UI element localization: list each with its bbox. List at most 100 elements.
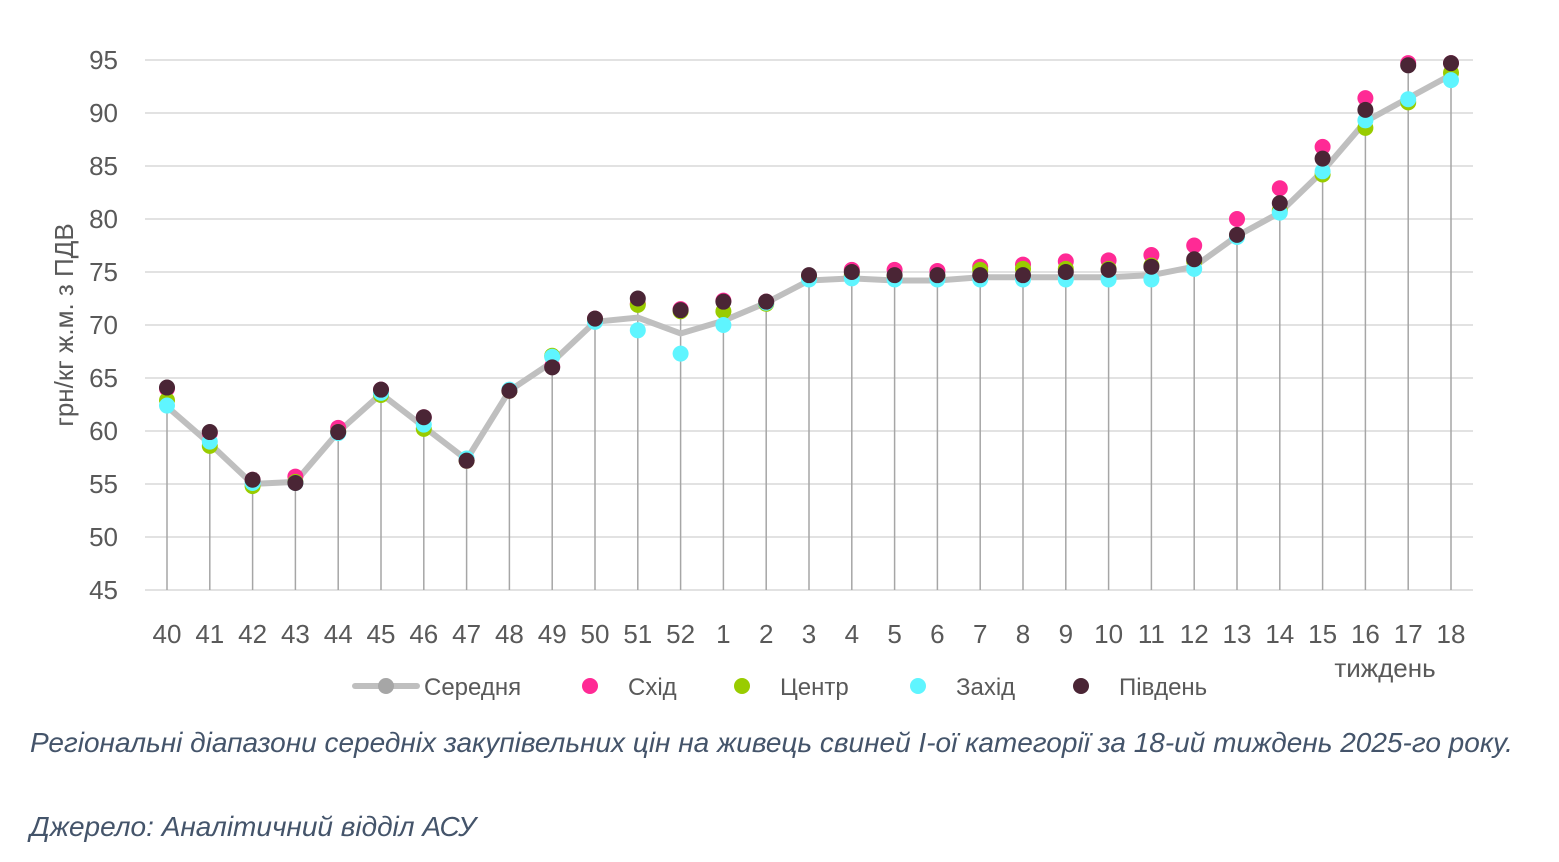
data-point xyxy=(1400,57,1417,74)
x-tick-label: 7 xyxy=(973,619,987,649)
legend-label: Південь xyxy=(1119,674,1207,701)
x-tick-label: 16 xyxy=(1351,619,1380,649)
data-point xyxy=(672,345,689,362)
y-tick-label: 85 xyxy=(89,151,118,181)
data-point xyxy=(1357,101,1374,118)
data-point xyxy=(801,267,817,284)
data-point xyxy=(886,267,903,284)
x-tick-label: 5 xyxy=(887,619,901,649)
data-point xyxy=(672,302,689,319)
figure-source: Джерело: Аналітичний відділ АСУ xyxy=(30,811,476,842)
data-point xyxy=(1229,211,1245,227)
x-axis-label: тиждень xyxy=(1334,653,1435,683)
data-point xyxy=(501,382,518,399)
data-point xyxy=(758,293,775,310)
x-tick-label: 43 xyxy=(281,619,310,649)
x-axis-ticks: 40 41 42 43 44 45 46 47 48 49 50 51 52 1 2 3 4 5 6 7 8 9 10 11 1… xyxy=(153,619,1466,649)
x-tick-label: 11 xyxy=(1138,619,1165,649)
data-point xyxy=(1443,55,1459,72)
data-point xyxy=(1015,267,1031,284)
data-point xyxy=(972,267,989,284)
x-tick-label: 49 xyxy=(538,619,567,649)
data-point xyxy=(1314,150,1331,167)
y-axis-label: грн/кг ж.м. з ПДВ xyxy=(49,223,79,426)
x-tick-label: 9 xyxy=(1059,619,1073,649)
y-tick-label: 60 xyxy=(89,416,118,446)
y-tick-label: 50 xyxy=(89,522,118,552)
drop-lines xyxy=(166,63,1452,590)
data-point xyxy=(929,267,946,284)
x-tick-label: 46 xyxy=(409,619,438,649)
legend-marker-swatch xyxy=(734,678,750,694)
legend: Середня Схід Центр Захід Південь xyxy=(352,674,1207,701)
x-tick-label: 12 xyxy=(1180,619,1209,649)
data-point xyxy=(373,381,389,398)
data-point xyxy=(715,317,732,333)
data-point xyxy=(287,474,304,491)
x-tick-label: 8 xyxy=(1016,619,1030,649)
x-tick-label: 52 xyxy=(666,619,695,649)
x-tick-label: 17 xyxy=(1394,619,1423,649)
x-tick-label: 4 xyxy=(845,619,859,649)
data-point xyxy=(1229,226,1245,243)
y-tick-label: 90 xyxy=(89,98,118,128)
x-tick-label: 50 xyxy=(581,619,610,649)
data-point xyxy=(1357,90,1374,107)
legend-label: Центр xyxy=(780,674,849,701)
x-tick-label: 3 xyxy=(802,619,816,649)
data-point xyxy=(1314,163,1331,180)
data-point xyxy=(715,293,732,310)
data-point xyxy=(1271,180,1288,197)
x-tick-label: 14 xyxy=(1265,619,1294,649)
x-tick-label: 42 xyxy=(238,619,267,649)
x-tick-label: 51 xyxy=(623,619,652,649)
data-point xyxy=(244,471,261,488)
x-tick-label: 41 xyxy=(195,619,224,649)
series-Південь xyxy=(159,55,1459,491)
y-tick-label: 80 xyxy=(89,204,118,234)
x-tick-label: 44 xyxy=(324,619,353,649)
y-tick-label: 65 xyxy=(89,363,118,393)
legend-label: Середня xyxy=(424,674,521,701)
data-point xyxy=(629,322,646,339)
data-point xyxy=(159,397,175,414)
data-point xyxy=(1271,195,1288,212)
data-point xyxy=(1100,261,1117,278)
y-tick-label: 55 xyxy=(89,469,118,499)
y-tick-label: 75 xyxy=(89,257,118,287)
x-tick-label: 40 xyxy=(153,619,182,649)
y-tick-label: 95 xyxy=(89,45,118,75)
x-tick-label: 18 xyxy=(1437,619,1466,649)
x-tick-label: 45 xyxy=(367,619,396,649)
data-point xyxy=(1186,251,1203,268)
data-point xyxy=(201,424,218,441)
data-point xyxy=(1400,91,1417,108)
x-tick-label: 13 xyxy=(1223,619,1252,649)
data-point xyxy=(544,359,561,376)
series-markers xyxy=(159,55,1459,495)
y-axis-ticks: 45 50 55 60 65 70 75 80 85 90 95 xyxy=(89,45,118,605)
x-tick-label: 48 xyxy=(495,619,524,649)
x-tick-label: 6 xyxy=(930,619,944,649)
figure-caption: Регіональні діапазони середніх закупівел… xyxy=(30,727,1513,758)
legend-marker-swatch xyxy=(1073,678,1089,694)
data-point xyxy=(330,424,347,441)
data-point xyxy=(1443,72,1459,89)
data-point xyxy=(458,452,475,469)
x-tick-label: 2 xyxy=(759,619,773,649)
y-tick-label: 70 xyxy=(89,310,118,340)
legend-label: Схід xyxy=(628,674,677,701)
x-tick-label: 1 xyxy=(716,619,730,649)
x-tick-label: 47 xyxy=(452,619,481,649)
data-point xyxy=(843,264,860,280)
data-point xyxy=(1314,138,1331,155)
y-tick-label: 45 xyxy=(89,575,118,605)
data-point xyxy=(415,409,432,426)
data-point xyxy=(587,310,603,327)
legend-marker-swatch xyxy=(582,678,598,694)
legend-label: Захід xyxy=(956,674,1015,701)
x-tick-label: 10 xyxy=(1094,619,1123,649)
data-point xyxy=(1057,264,1074,280)
data-point xyxy=(629,290,646,307)
